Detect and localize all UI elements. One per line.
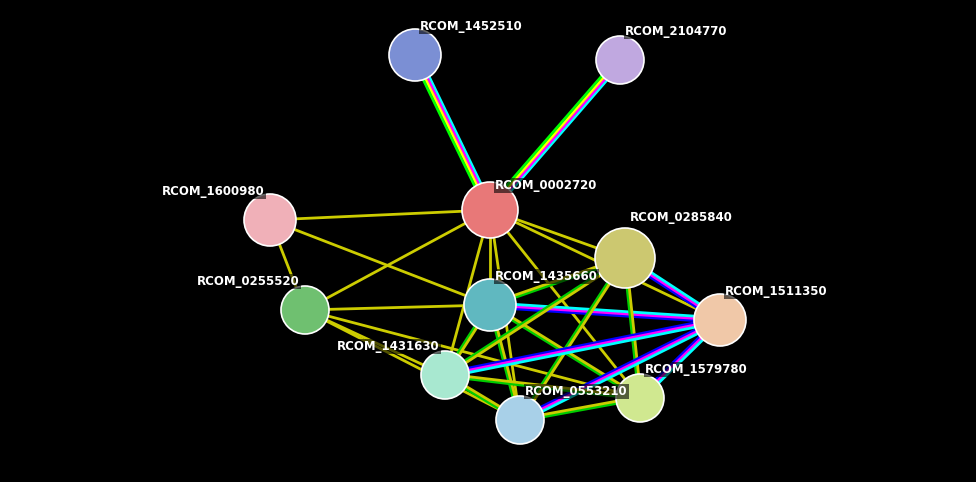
Circle shape — [596, 36, 644, 84]
Text: RCOM_0553210: RCOM_0553210 — [525, 385, 628, 398]
Circle shape — [616, 374, 664, 422]
Text: RCOM_1435660: RCOM_1435660 — [495, 270, 598, 283]
Text: RCOM_1511350: RCOM_1511350 — [725, 285, 828, 298]
Text: RCOM_1452510: RCOM_1452510 — [420, 20, 523, 33]
Circle shape — [421, 351, 469, 399]
Circle shape — [281, 286, 329, 334]
Circle shape — [595, 228, 655, 288]
Text: RCOM_1600980: RCOM_1600980 — [162, 185, 265, 198]
Text: RCOM_0002720: RCOM_0002720 — [495, 179, 597, 192]
Text: RCOM_0255520: RCOM_0255520 — [197, 275, 300, 288]
Text: RCOM_1431630: RCOM_1431630 — [338, 340, 440, 353]
Text: RCOM_0285840: RCOM_0285840 — [630, 211, 733, 224]
Circle shape — [389, 29, 441, 81]
Circle shape — [244, 194, 296, 246]
Circle shape — [464, 279, 516, 331]
Circle shape — [694, 294, 746, 346]
Circle shape — [496, 396, 544, 444]
Circle shape — [462, 182, 518, 238]
Text: RCOM_2104770: RCOM_2104770 — [625, 25, 727, 38]
Text: RCOM_1579780: RCOM_1579780 — [645, 363, 748, 376]
